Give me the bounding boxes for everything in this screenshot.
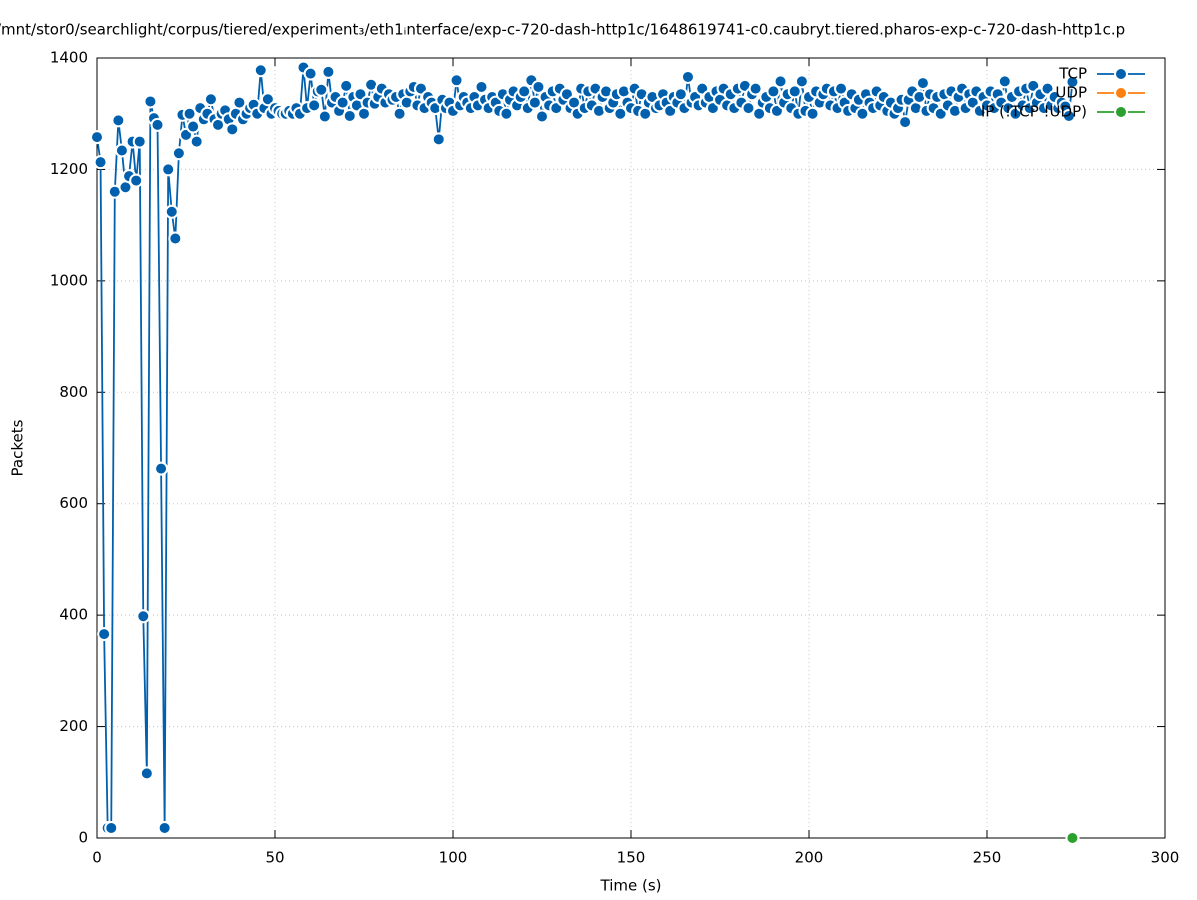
data-point [997,74,1012,89]
data-point [748,81,763,96]
data-point [157,820,172,835]
data-point [1061,108,1076,123]
y-tick-label: 400 [59,606,88,624]
data-point [898,115,913,130]
data-point [342,108,357,123]
x-tick-label: 150 [617,849,646,867]
data-point [111,113,126,128]
data-point [794,74,809,89]
data-point [613,106,628,121]
legend-marker [1114,86,1128,100]
legend-marker [1114,105,1128,119]
data-point [431,132,446,147]
legend-label: IP (!TCP !UDP) [981,103,1087,121]
y-tick-label: 1000 [50,271,88,289]
data-point [314,82,329,97]
data-point [139,766,154,781]
y-tick-label: 0 [78,829,88,847]
x-tick-label: 250 [973,849,1002,867]
data-point [143,94,158,109]
data-point [93,155,108,170]
data-point [855,106,870,121]
data-point [773,74,788,89]
data-point [104,820,119,835]
data-point [168,231,183,246]
data-point [787,84,802,99]
data-point [171,146,186,161]
legend-label: UDP [1055,84,1087,102]
data-point [317,109,332,124]
data-point [335,95,350,110]
data-point [527,95,542,110]
legend-marker [1114,67,1128,81]
y-tick-label: 600 [59,494,88,512]
data-point [1065,831,1080,845]
data-point [321,64,336,79]
y-tick-label: 200 [59,717,88,735]
data-point [129,173,144,188]
data-point [499,106,514,121]
data-point [90,130,104,145]
y-tick-label: 1200 [50,160,88,178]
data-point [154,461,169,476]
data-point [805,106,820,121]
x-tick-label: 100 [439,849,468,867]
chart-title: /mnt/stor0/searchlight/corpus/tiered/exp… [0,21,1125,39]
data-point [834,81,849,96]
data-point [673,87,688,102]
data-point [449,73,464,88]
y-tick-label: 1400 [50,49,88,67]
data-point [517,84,532,99]
data-point [232,95,247,110]
data-point [97,627,112,642]
data-point [136,609,151,624]
data-point [189,134,204,149]
y-axis-label: Packets [9,419,27,476]
x-tick-label: 0 [92,849,102,867]
series-line [96,67,1074,829]
plot-frame [96,57,1166,839]
data-point [680,69,695,84]
y-tick-label: 800 [59,383,88,401]
data-point [474,79,489,94]
x-tick-label: 200 [795,849,824,867]
data-point [531,79,546,94]
data-point [203,92,218,107]
data-point [1065,74,1080,89]
data-point [150,117,165,132]
data-point [132,134,147,149]
data-point [182,106,197,121]
data-point [260,92,275,107]
x-tick-label: 50 [265,849,284,867]
x-axis-label: Time (s) [600,877,662,895]
data-point [253,63,268,78]
data-point [535,109,549,124]
data-point [339,78,354,93]
x-tick-label: 300 [1151,849,1180,867]
data-point [741,101,756,116]
data-point [161,162,176,177]
data-point [766,84,781,99]
data-point [114,143,129,158]
data-point [392,106,407,121]
data-point [225,122,240,137]
legend-label: TCP [1058,65,1087,83]
data-point [915,76,930,91]
data-point [307,98,322,113]
data-point [186,119,201,134]
data-point [303,66,318,81]
data-point [164,204,179,219]
